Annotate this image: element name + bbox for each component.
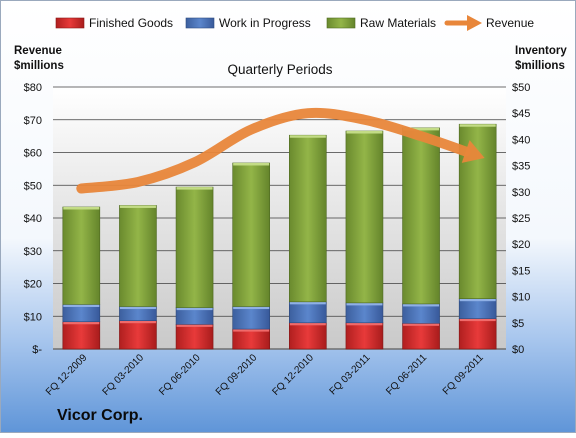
bar-segment-finished-goods — [402, 323, 440, 350]
bar-segment-raw-materials-highlight — [233, 162, 270, 166]
bar-segment-raw-materials — [119, 205, 157, 307]
bar-segment-finished-goods — [175, 324, 214, 350]
legend-label-finished-goods: Finished Goods — [89, 16, 173, 30]
bar-segment-work-in-progress-highlight — [176, 307, 213, 311]
left-tick-label: $30 — [24, 246, 42, 258]
bar-segment-finished-goods-highlight — [63, 321, 100, 325]
left-tick-label: $10 — [24, 311, 42, 323]
bar-segment-raw-materials — [232, 162, 270, 307]
bar-segment-work-in-progress — [62, 304, 101, 323]
company-name: Vicor Corp. — [57, 407, 143, 424]
bar-segment-raw-materials — [289, 134, 327, 303]
right-tick-label: $30 — [512, 187, 530, 199]
left-tick-label: $70 — [24, 115, 42, 127]
right-tick-label: $35 — [512, 161, 530, 173]
legend-item-work-in-progress: Work in Progress — [185, 16, 311, 30]
left-axis-title: Revenue $millions — [14, 45, 65, 72]
bar-segment-finished-goods-highlight — [346, 322, 383, 326]
right-tick-label: $20 — [512, 239, 530, 251]
left-axis-ticks: $- $10 $20 $30 $40 $50 $60 $70 $80 — [24, 82, 43, 356]
right-axis-title: Inventory $millions — [515, 45, 570, 72]
bar-segment-raw-materials-highlight — [119, 205, 156, 208]
bar-segment-work-in-progress-highlight — [346, 302, 383, 306]
bar-segment-raw-materials-highlight — [459, 124, 496, 127]
left-tick-label: $- — [32, 344, 42, 356]
bar-segment-finished-goods — [232, 328, 270, 350]
bar-segment-raw-materials — [402, 127, 440, 305]
bar-segment-finished-goods-highlight — [403, 323, 440, 326]
bars — [62, 123, 497, 350]
right-tick-label: $40 — [512, 134, 530, 146]
bar-segment-work-in-progress-highlight — [63, 304, 100, 307]
bar-segment-work-in-progress — [232, 306, 270, 330]
legend-label-revenue: Revenue — [486, 16, 534, 30]
legend-item-raw-materials: Raw Materials — [326, 16, 436, 30]
bar-segment-finished-goods — [289, 322, 327, 350]
bar-segment-raw-materials-highlight — [63, 206, 100, 210]
bar-segment-work-in-progress — [345, 302, 384, 324]
bar-segment-work-in-progress — [402, 303, 440, 324]
right-axis-ticks: $0 $5 $10 $15 $20 $25 $30 $35 $40 $45 $50 — [512, 82, 530, 356]
legend-item-finished-goods: Finished Goods — [55, 16, 173, 30]
right-tick-label: $10 — [512, 292, 530, 304]
left-tick-label: $60 — [24, 148, 42, 160]
bar-segment-finished-goods-highlight — [459, 318, 496, 322]
bar-segment-raw-materials-highlight — [346, 131, 383, 134]
bar-segment-finished-goods — [119, 320, 157, 350]
bar-segment-raw-materials — [175, 186, 214, 308]
bar-segment-finished-goods-highlight — [119, 320, 156, 324]
right-tick-label: $45 — [512, 108, 530, 120]
bar-segment-finished-goods-highlight — [233, 329, 270, 332]
bar-segment-work-in-progress-highlight — [459, 298, 496, 302]
revenue-line-path — [76, 107, 471, 194]
revenue-arrowhead — [461, 140, 485, 163]
revenue-line — [76, 107, 485, 194]
bar-segment-work-in-progress-highlight — [289, 301, 326, 305]
bar-segment-work-in-progress-highlight — [403, 303, 440, 307]
right-tick-label: $50 — [512, 82, 530, 94]
bar-segment-finished-goods-highlight — [289, 322, 326, 326]
right-tick-label: $25 — [512, 213, 530, 225]
left-tick-label: $40 — [24, 213, 42, 225]
left-tick-label: $20 — [24, 279, 42, 291]
bar-segment-finished-goods — [458, 318, 497, 350]
legend-label-work-in-progress: Work in Progress — [219, 16, 311, 30]
bar-segment-work-in-progress-highlight — [119, 306, 156, 310]
right-tick-label: $0 — [512, 344, 524, 356]
bar-segment-work-in-progress-highlight — [233, 306, 270, 310]
legend: Finished Goods Work in Progress Raw Mate… — [55, 15, 534, 31]
right-tick-label: $5 — [512, 318, 524, 330]
chart-title: Quarterly Periods — [227, 62, 332, 77]
bar-segment-work-in-progress — [289, 301, 327, 324]
bar-segment-finished-goods — [345, 322, 384, 350]
bar-segment-raw-materials-highlight — [176, 187, 213, 190]
bar-segment-work-in-progress — [175, 307, 214, 325]
bar-segment-raw-materials — [62, 206, 101, 305]
bar-segment-raw-materials — [345, 130, 384, 304]
legend-label-raw-materials: Raw Materials — [360, 16, 436, 30]
bar-segment-work-in-progress — [458, 298, 497, 319]
left-tick-label: $50 — [24, 180, 42, 192]
bar-segment-raw-materials-highlight — [403, 127, 440, 131]
bar-segment-finished-goods — [62, 321, 101, 350]
right-tick-label: $15 — [512, 265, 530, 277]
bar-segment-finished-goods-highlight — [176, 324, 213, 327]
left-tick-label: $80 — [24, 82, 42, 94]
bar-segment-raw-materials-highlight — [289, 135, 326, 138]
legend-item-revenue: Revenue — [444, 15, 534, 31]
